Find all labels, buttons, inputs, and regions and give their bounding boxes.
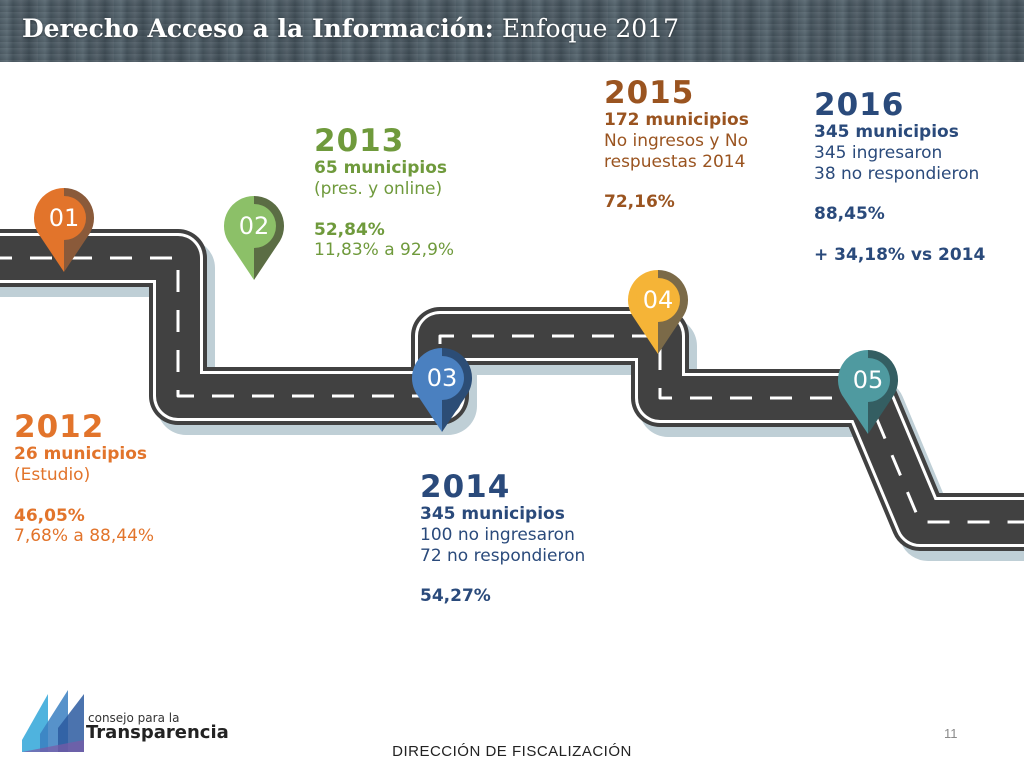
year-2013: 2013 (314, 123, 405, 159)
title-bar: Derecho Acceso a la Información: Enfoque … (0, 0, 1024, 62)
milestone-2014: 2014 345 municipios 100 no ingresaron 72… (420, 470, 585, 607)
pin-03-icon (411, 348, 473, 432)
range-2012: 7,68% a 88,44% (14, 526, 155, 547)
slide-title: Derecho Acceso a la Información: Enfoque … (22, 14, 679, 43)
municipios-2014: 345 municipios (420, 504, 565, 525)
percent-2013: 52,84% (314, 219, 385, 240)
road-center-dashes (0, 256, 1024, 524)
year-2012: 2012 (14, 409, 105, 445)
municipios-2012: 26 municipios (14, 444, 148, 465)
year-2015: 2015 (604, 75, 695, 111)
pin-01-icon (33, 188, 95, 272)
logo-text-big: Transparencia (86, 722, 229, 743)
detail-2015-a: No ingresos y No (604, 130, 748, 151)
detail-2013-a: (pres. y online) (314, 178, 443, 199)
pin-03-label: 03 (426, 364, 458, 392)
footer-text: DIRECCIÓN DE FISCALIZACIÓN (392, 743, 632, 760)
municipios-2013: 65 municipios (314, 158, 448, 179)
detail-2014-a: 100 no ingresaron (420, 524, 575, 545)
delta-2016: + 34,18% vs 2014 (814, 245, 986, 266)
pin-05-icon (837, 350, 899, 434)
pin-02-icon (223, 196, 285, 280)
percent-2014: 54,27% (420, 586, 491, 607)
milestone-2016: 2016 345 municipios 345 ingresaron 38 no… (814, 88, 985, 266)
pin-04-label: 04 (642, 286, 674, 314)
title-bold: Derecho Acceso a la Información: (22, 14, 494, 43)
milestone-2012: 2012 26 municipios (Estudio) 46,05% 7,68… (14, 410, 154, 547)
year-2014: 2014 (420, 469, 511, 505)
year-2016: 2016 (814, 87, 905, 123)
milestone-2015: 2015 172 municipios No ingresos y No res… (604, 76, 749, 213)
wood-texture (0, 0, 1024, 62)
milestone-2013: 2013 65 municipios (pres. y online) 52,8… (314, 124, 454, 261)
percent-2016: 88,45% (814, 204, 885, 225)
detail-2015-b: respuestas 2014 (604, 151, 746, 172)
percent-2012: 46,05% (14, 505, 85, 526)
percent-2015: 72,16% (604, 192, 675, 213)
pin-04-icon (627, 270, 689, 354)
pin-02-label: 02 (238, 212, 270, 240)
transparencia-logo-icon (22, 690, 84, 752)
logo-text-small: consejo para la (88, 711, 180, 725)
detail-2014-b: 72 no respondieron (420, 545, 586, 566)
detail-2016-a: 345 ingresaron (814, 142, 943, 163)
pin-01-label: 01 (48, 204, 80, 232)
municipios-2015: 172 municipios (604, 110, 749, 131)
pin-05-label: 05 (852, 366, 884, 394)
range-2013: 11,83% a 92,9% (314, 240, 455, 261)
municipios-2016: 345 municipios (814, 122, 959, 143)
detail-2012-a: (Estudio) (14, 464, 91, 485)
detail-2016-b: 38 no respondieron (814, 163, 980, 184)
title-normal: Enfoque 2017 (501, 14, 679, 43)
page-number: 11 (944, 726, 958, 741)
